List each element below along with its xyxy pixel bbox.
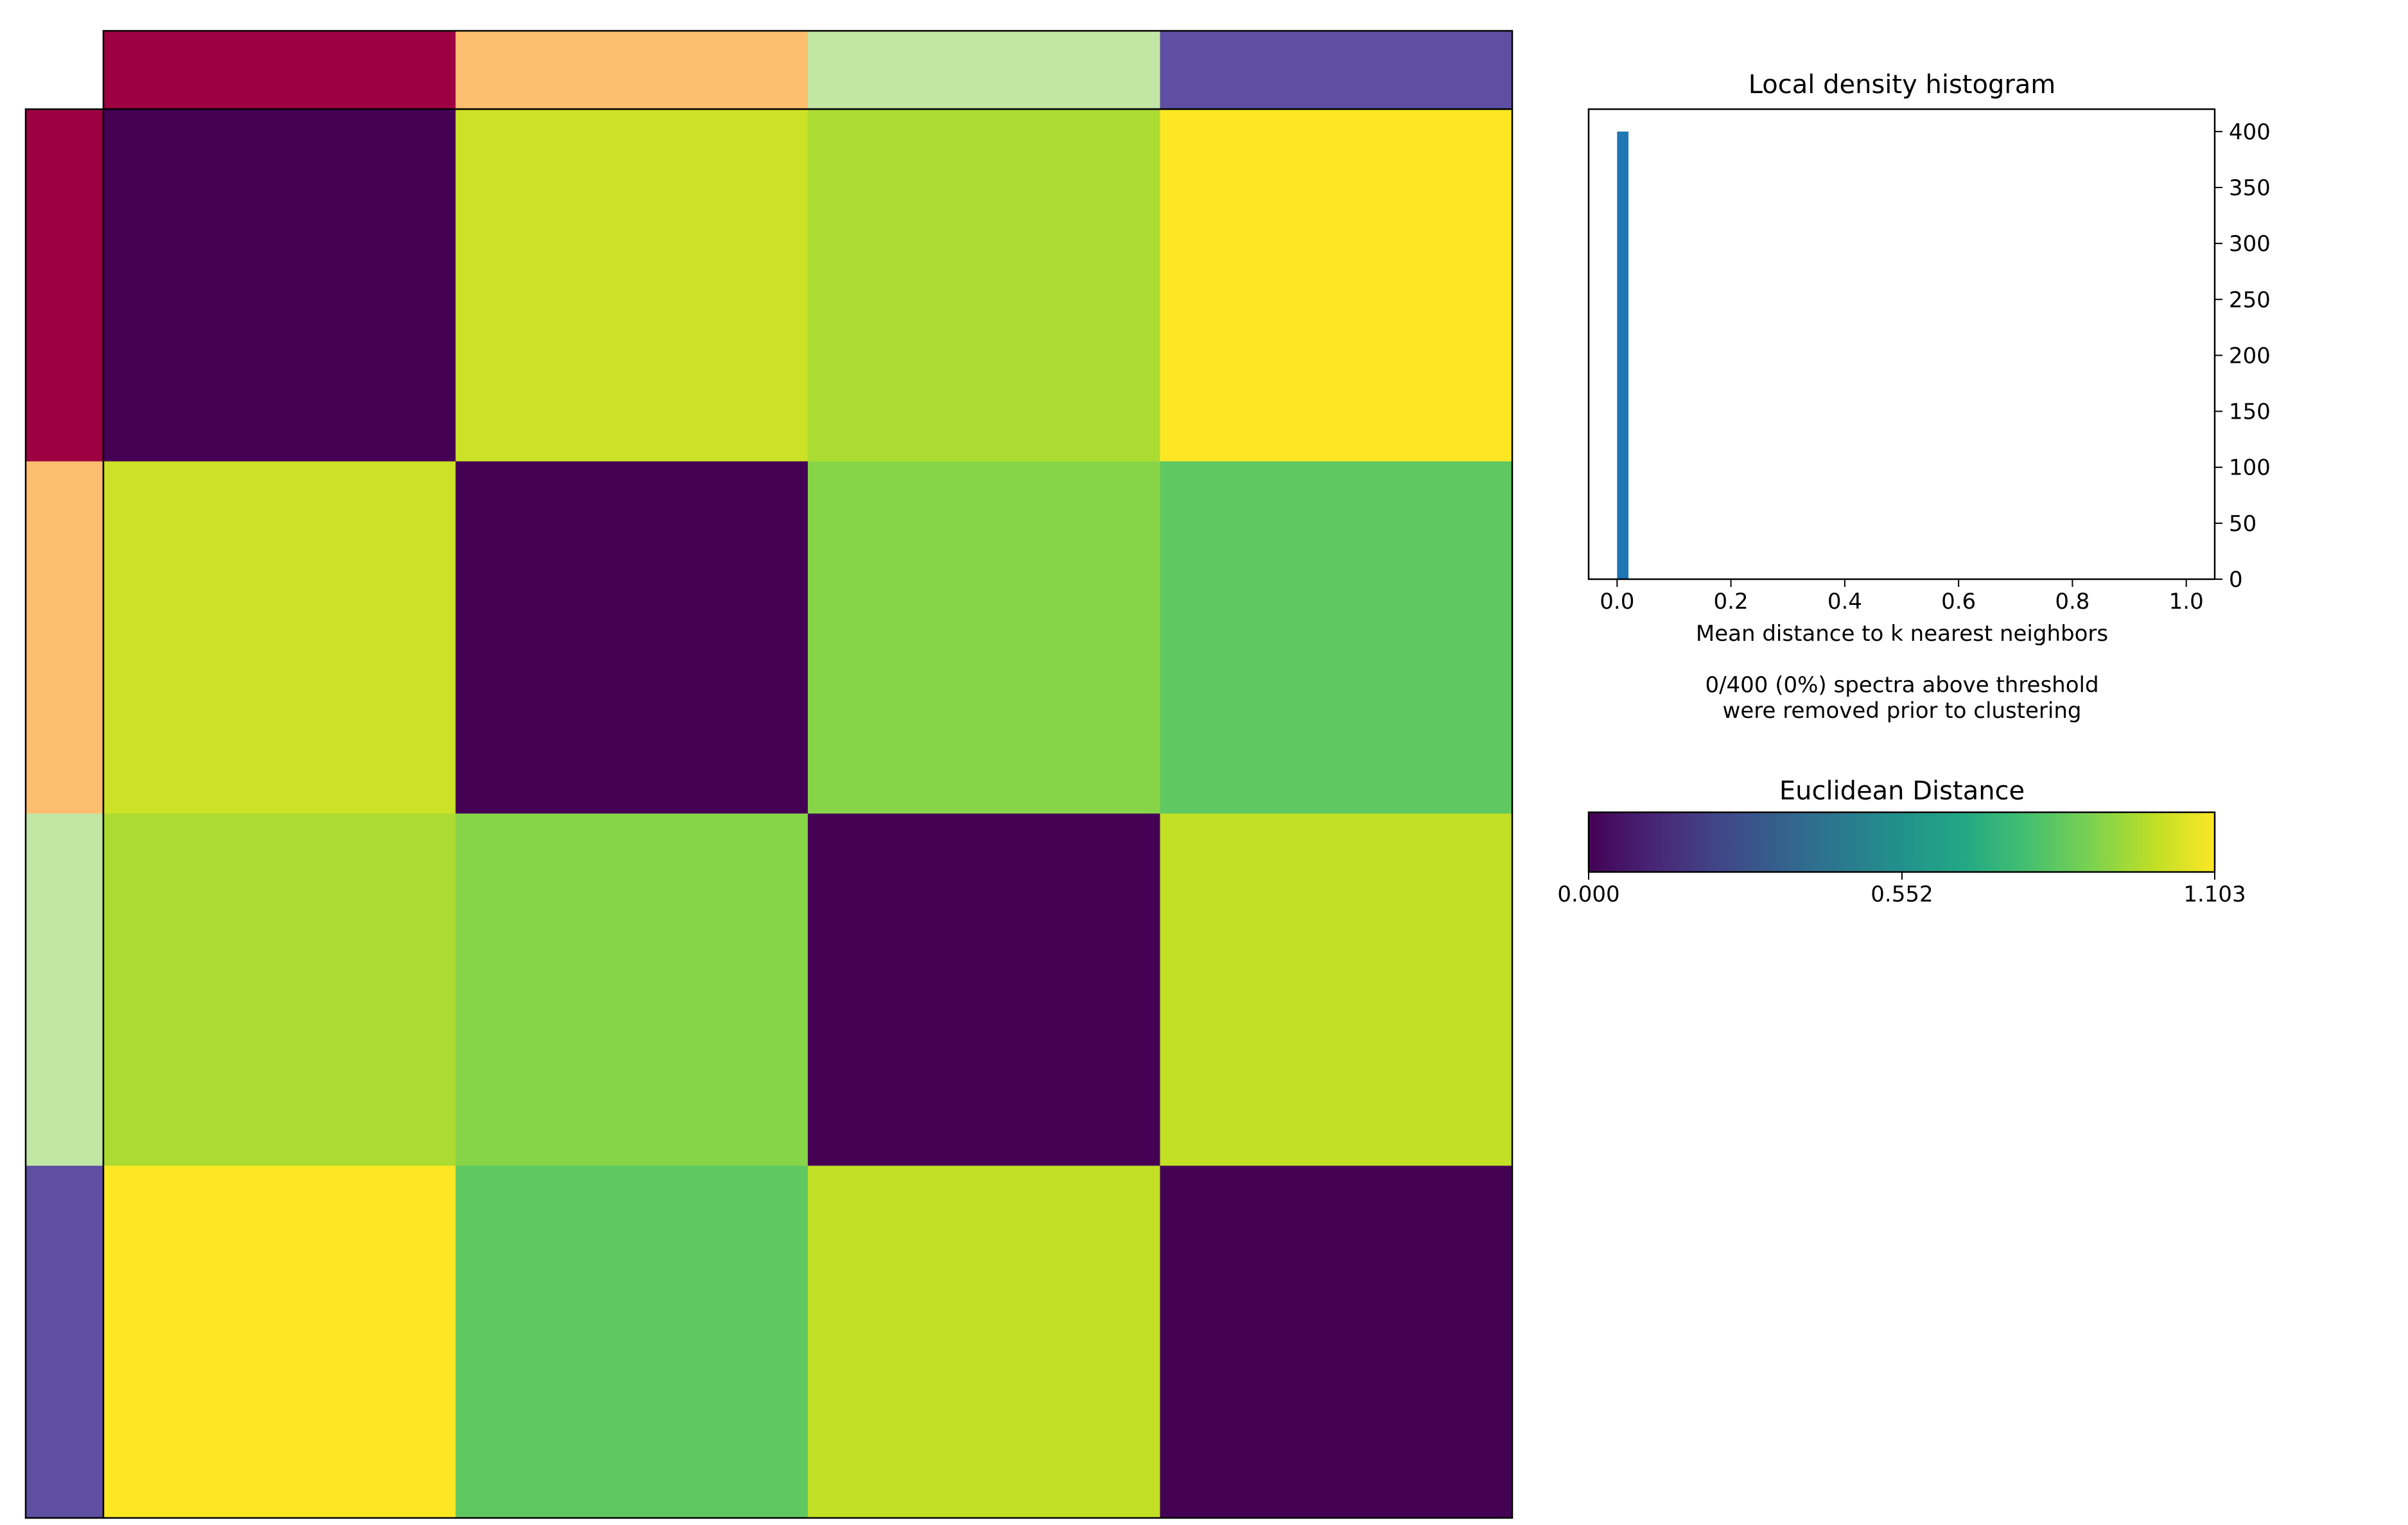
histogram-frame	[1587, 108, 2216, 580]
histogram-x-tick-label-0: 0.0	[1600, 589, 1634, 614]
histogram-x-tick-label-2: 0.4	[1828, 589, 1862, 614]
colorbar-ticks: 0.000 0.552 1.103	[1557, 872, 2246, 907]
heatmap-cell-r3-c1	[455, 1165, 808, 1519]
heatmap-panel	[24, 30, 1514, 1519]
heatmap-cell-r1-c3	[1160, 461, 1513, 814]
heatmap-cell-r3-c0	[103, 1165, 456, 1519]
colorbar-title: Euclidean Distance	[1779, 776, 2025, 806]
histogram-y-tick-label-6: 300	[2229, 231, 2271, 257]
heatmap-cell-r0-c0	[103, 109, 456, 462]
row-cluster-swatch-2	[26, 814, 103, 1166]
histogram-x-axis-label: Mean distance to k nearest neighbors	[1696, 621, 2108, 647]
histogram-bar-0	[1617, 131, 1629, 579]
histogram-y-tick-label-2: 100	[2229, 455, 2271, 481]
heatmap-cell-r1-c2	[808, 461, 1160, 814]
histogram-note-line-2: were removed prior to clustering	[1723, 698, 2082, 724]
histogram-x-ticks: 0.0 0.2 0.4 0.6 0.8 1.0	[1600, 579, 2204, 614]
histogram-y-tick-label-5: 250	[2229, 287, 2271, 313]
heatmap-cell-r2-c3	[1160, 814, 1513, 1166]
heatmap-cell-r0-c2	[808, 109, 1160, 462]
column-cluster-swatch-2	[808, 31, 1160, 109]
column-cluster-swatch-1	[455, 31, 808, 109]
histogram-bars	[1617, 131, 1629, 579]
heatmap-cell-r3-c2	[808, 1165, 1160, 1519]
histogram-x-tick-label-1: 0.2	[1714, 589, 1749, 614]
heatmap-cell-r3-c3	[1160, 1165, 1513, 1519]
histogram-y-tick-label-1: 50	[2229, 511, 2256, 537]
histogram-y-tick-label-4: 200	[2229, 343, 2271, 369]
heatmap-cell-r2-c0	[103, 814, 456, 1166]
histogram-x-tick-label-5: 1.0	[2169, 589, 2204, 614]
column-cluster-swatch-3	[1160, 31, 1513, 109]
histogram-y-ticks: 0 50 100 150 200 250 300 350 400	[2215, 119, 2271, 593]
colorbar-gradient	[1587, 811, 2216, 873]
row-cluster-color-bar	[24, 108, 105, 1519]
histogram-y-tick-label-0: 0	[2229, 567, 2243, 593]
colorbar-tick-label-2: 1.103	[2183, 882, 2246, 907]
histogram-x-tick-label-4: 0.8	[2055, 589, 2090, 614]
histogram-panel: Local density histogram 0.0 0.2 0.4 0.6 0.8 1…	[1587, 70, 2271, 724]
row-cluster-swatch-3	[26, 1165, 103, 1519]
heatmap-frame	[102, 108, 1514, 1519]
heatmap-cell-r2-c1	[455, 814, 808, 1166]
column-cluster-swatch-0	[103, 31, 456, 109]
heatmap-cell-r1-c0	[103, 461, 456, 814]
heatmap-cell-r0-c3	[1160, 109, 1513, 462]
histogram-note-line-1: 0/400 (0%) spectra above threshold	[1705, 672, 2098, 698]
heatmap-cells	[103, 109, 1513, 1519]
colorbar-tick-label-1: 0.552	[1871, 882, 1933, 907]
histogram-y-tick-label-7: 350	[2229, 175, 2271, 201]
histogram-y-tick-label-8: 400	[2229, 119, 2271, 145]
histogram-x-tick-label-3: 0.6	[1941, 589, 1976, 614]
heatmap-cell-r2-c2	[808, 814, 1160, 1166]
row-cluster-swatch-1	[26, 461, 103, 814]
heatmap-cell-r0-c1	[455, 109, 808, 462]
colorbar-panel: Euclidean Distance 0.000 0.552 1.103	[1557, 776, 2246, 907]
colorbar-tick-label-0: 0.000	[1557, 882, 1619, 907]
heatmap-cell-r1-c1	[455, 461, 808, 814]
histogram-y-tick-label-3: 150	[2229, 399, 2271, 425]
row-cluster-swatch-0	[26, 109, 103, 462]
histogram-title: Local density histogram	[1749, 70, 2056, 100]
column-cluster-color-bar	[102, 30, 1514, 110]
